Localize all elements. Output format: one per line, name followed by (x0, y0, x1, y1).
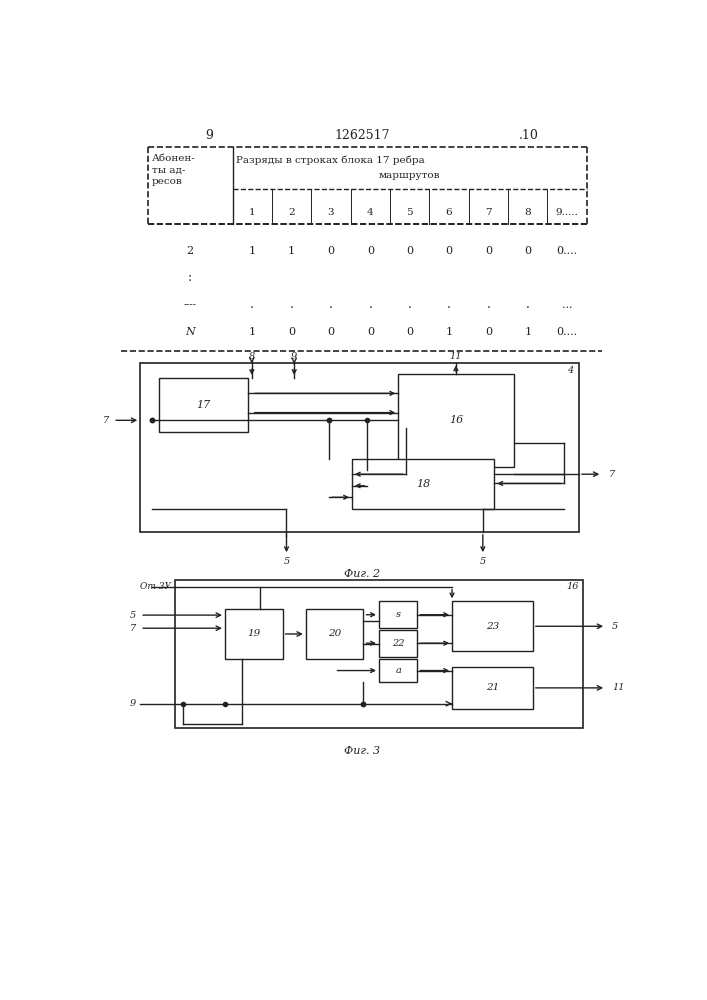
Text: Фиг. 3: Фиг. 3 (344, 746, 380, 756)
Text: 0....: 0.... (556, 327, 578, 337)
Text: 0: 0 (445, 246, 452, 256)
Text: 1: 1 (288, 246, 296, 256)
Text: 0: 0 (406, 327, 414, 337)
Text: .: . (526, 298, 530, 311)
Bar (175, 580, 583, 728)
Text: Абонен-: Абонен- (152, 154, 196, 163)
Text: ...: ... (562, 300, 573, 310)
Bar (225, 609, 283, 659)
Text: 1: 1 (249, 208, 256, 217)
Text: 0: 0 (406, 246, 414, 256)
Text: 0: 0 (485, 246, 492, 256)
Text: 9: 9 (291, 352, 298, 361)
Text: 2: 2 (187, 246, 194, 256)
Text: 0: 0 (367, 246, 374, 256)
Text: 1: 1 (445, 327, 452, 337)
Text: 0: 0 (327, 246, 334, 256)
Text: маршрутов: маршрутов (379, 171, 440, 180)
Text: 1: 1 (249, 246, 256, 256)
Text: 7: 7 (485, 208, 491, 217)
Text: 21: 21 (486, 683, 499, 692)
Bar (352, 459, 494, 509)
Text: 9: 9 (206, 129, 214, 142)
Text: 0....: 0.... (556, 246, 578, 256)
Text: 0: 0 (485, 327, 492, 337)
Text: ресов: ресов (152, 177, 182, 186)
Text: 4: 4 (367, 208, 373, 217)
Text: 0: 0 (524, 246, 532, 256)
Text: .: . (368, 298, 373, 311)
Text: :: : (188, 271, 192, 284)
Text: 0: 0 (288, 327, 296, 337)
Text: 5: 5 (130, 611, 136, 620)
Text: s: s (396, 610, 401, 619)
Text: 16: 16 (449, 415, 463, 425)
Text: .: . (447, 298, 451, 311)
Text: 7: 7 (130, 624, 136, 633)
Bar (140, 363, 579, 532)
Text: 7: 7 (608, 470, 614, 479)
Text: 8: 8 (249, 352, 255, 361)
Text: 1262517: 1262517 (334, 129, 390, 142)
Text: 9: 9 (130, 699, 136, 708)
Text: 5: 5 (284, 557, 290, 566)
Text: 22: 22 (392, 639, 404, 648)
Bar (452, 601, 533, 651)
Text: Разряды в строках блока 17 ребра: Разряды в строках блока 17 ребра (236, 155, 425, 165)
Text: 23: 23 (486, 622, 499, 631)
Text: 17: 17 (197, 400, 211, 410)
Bar (398, 374, 514, 466)
Bar (160, 378, 248, 432)
Bar (379, 630, 417, 657)
Text: От 3У: От 3У (140, 582, 171, 591)
Text: ты ад-: ты ад- (152, 166, 185, 175)
Text: 1: 1 (249, 327, 256, 337)
Text: 0: 0 (367, 327, 374, 337)
Bar (305, 609, 363, 659)
Text: .: . (250, 298, 255, 311)
Text: 9.....: 9..... (556, 208, 578, 217)
Text: 3: 3 (327, 208, 334, 217)
Text: a: a (395, 666, 401, 675)
Text: 2: 2 (288, 208, 295, 217)
Text: .: . (408, 298, 411, 311)
Text: .: . (486, 298, 491, 311)
Bar (452, 667, 533, 709)
Text: Фиг. 2: Фиг. 2 (344, 569, 380, 579)
Text: 7: 7 (103, 416, 110, 425)
Text: .: . (290, 298, 293, 311)
Text: 20: 20 (328, 629, 341, 638)
Bar (379, 659, 417, 682)
Text: 1: 1 (524, 327, 532, 337)
Text: 0: 0 (327, 327, 334, 337)
Text: 5: 5 (612, 622, 619, 631)
Text: 6: 6 (445, 208, 452, 217)
Text: ----: ---- (184, 300, 197, 309)
Text: 16: 16 (566, 582, 579, 591)
Text: N: N (185, 327, 195, 337)
Text: .10: .10 (519, 129, 539, 142)
Text: 18: 18 (416, 479, 431, 489)
Text: 8: 8 (525, 208, 531, 217)
Bar (379, 601, 417, 628)
Text: 11: 11 (450, 352, 462, 361)
Text: .: . (329, 298, 333, 311)
Text: 4: 4 (567, 366, 573, 375)
Text: 5: 5 (480, 557, 486, 566)
Text: 5: 5 (407, 208, 413, 217)
Text: 19: 19 (247, 629, 260, 638)
Text: 11: 11 (612, 683, 625, 692)
